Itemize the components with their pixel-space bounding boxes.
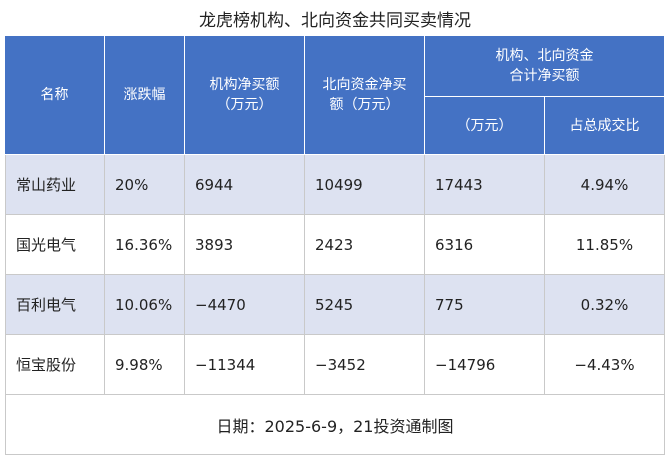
- header-line: 涨跌幅: [123, 87, 166, 103]
- header-line: 机构、北向资金: [495, 48, 594, 64]
- table-cell: 2423: [305, 215, 425, 275]
- header-line: 额（万元）: [329, 97, 400, 113]
- column-header: 北向资金净买 额（万元）: [305, 36, 425, 155]
- column-header: 名称: [5, 36, 105, 155]
- table-cell: −4.43%: [545, 335, 665, 395]
- table-cell: 常山药业: [5, 155, 105, 215]
- table-cell: −11344: [185, 335, 305, 395]
- table-cell: 11.85%: [545, 215, 665, 275]
- table-cell: 6316: [425, 215, 545, 275]
- table-cell: 9.98%: [105, 335, 185, 395]
- header-line: 机构净买额: [209, 77, 280, 93]
- column-header: 机构净买额 （万元）: [185, 36, 305, 155]
- table-cell: 16.36%: [105, 215, 185, 275]
- table-cell: 5245: [305, 275, 425, 335]
- table-cell: 3893: [185, 215, 305, 275]
- table-cell: 百利电气: [5, 275, 105, 335]
- table-cell: 20%: [105, 155, 185, 215]
- header-line: （万元）: [456, 117, 513, 134]
- table-cell: 0.32%: [545, 275, 665, 335]
- table-cell: −4470: [185, 275, 305, 335]
- header-line: 占总成交比: [569, 117, 640, 134]
- header-line: 合计净买额: [509, 68, 580, 84]
- table-cell: −14796: [425, 335, 545, 395]
- table-cell: 17443: [425, 155, 545, 215]
- table-cell: 10.06%: [105, 275, 185, 335]
- group-header: 机构、北向资金 合计净买额: [425, 36, 665, 97]
- table-cell: −3452: [305, 335, 425, 395]
- sub-header: 占总成交比: [545, 97, 665, 155]
- footer-note: 日期：2025-6-9，21投资通制图: [5, 395, 665, 455]
- header-line: （万元）: [216, 97, 273, 113]
- table-cell: 国光电气: [5, 215, 105, 275]
- header-line: 名称: [40, 87, 69, 103]
- sub-header: （万元）: [425, 97, 545, 155]
- table-title: 龙虎榜机构、北向资金共同买卖情况: [199, 11, 471, 31]
- table-cell: 6944: [185, 155, 305, 215]
- table-cell: 10499: [305, 155, 425, 215]
- column-header: 涨跌幅: [105, 36, 185, 155]
- table-cell: 4.94%: [545, 155, 665, 215]
- table-cell: 恒宝股份: [5, 335, 105, 395]
- header-line: 北向资金净买: [322, 77, 407, 93]
- table-cell: 775: [425, 275, 545, 335]
